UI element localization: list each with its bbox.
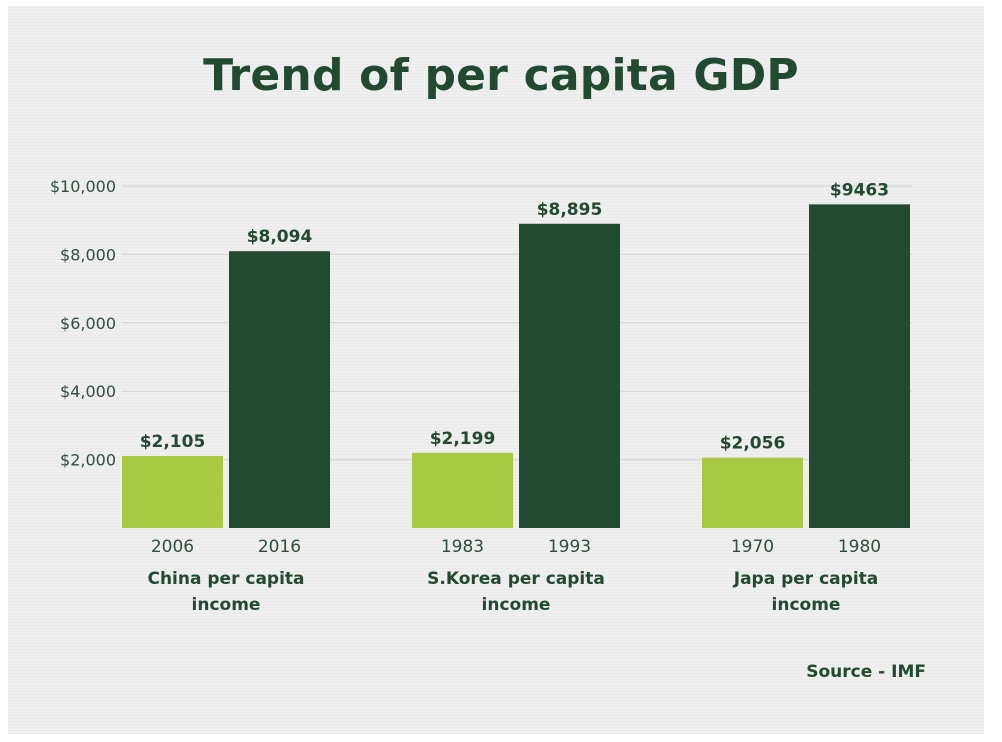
bar (702, 457, 803, 528)
y-tick-label: $4,000 (60, 382, 116, 401)
y-tick-label: $8,000 (60, 245, 116, 264)
y-tick-label: $10,000 (50, 177, 116, 196)
bar (809, 204, 910, 528)
group-label: China per capita (147, 569, 304, 589)
x-tick-label: 2016 (258, 537, 301, 557)
x-tick-label: 1980 (838, 537, 881, 557)
x-tick-label: 2006 (151, 537, 194, 557)
chart-title: Trend of per capita GDP (203, 50, 799, 101)
group-label: income (482, 595, 551, 615)
group-label: Japa per capita (733, 569, 879, 589)
y-tick-label: $2,000 (60, 451, 116, 470)
bar (122, 456, 223, 528)
y-tick-label: $6,000 (60, 314, 116, 333)
x-tick-label: 1983 (441, 537, 484, 557)
bar-value-label: $2,056 (720, 434, 786, 454)
bar (519, 223, 620, 528)
bar-value-label: $9463 (830, 180, 889, 200)
bar (229, 251, 330, 529)
group-label: income (192, 595, 261, 615)
group-label: S.Korea per capita (427, 569, 605, 589)
x-tick-label: 1970 (731, 537, 774, 557)
bar-value-label: $8,094 (247, 227, 313, 247)
bar (412, 452, 513, 528)
bar-value-label: $2,199 (430, 429, 496, 449)
bar-value-label: $8,895 (537, 200, 603, 220)
group-label: income (772, 595, 841, 615)
x-tick-label: 1993 (548, 537, 591, 557)
source-note: Source - IMF (806, 662, 926, 682)
bar-value-label: $2,105 (140, 432, 206, 452)
